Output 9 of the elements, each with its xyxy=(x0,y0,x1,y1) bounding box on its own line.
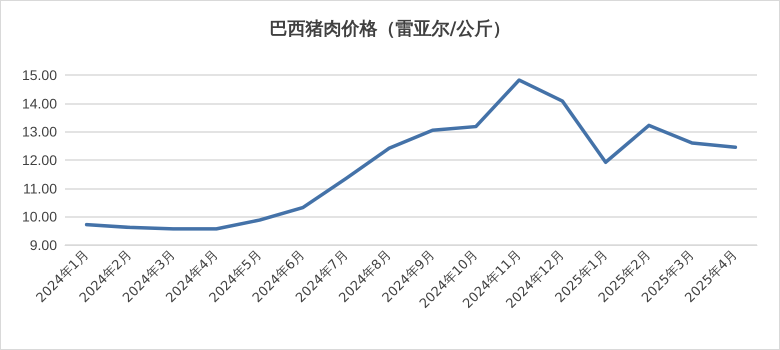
line-series xyxy=(84,78,738,231)
y-tick-label: 11.00 xyxy=(23,180,58,196)
chart-title: 巴西猪肉价格（雷亚尔/公斤） xyxy=(270,18,510,40)
y-tick-label: 14.00 xyxy=(22,95,58,112)
y-tick-label: 10.00 xyxy=(22,208,58,225)
y-tick-label: 12.00 xyxy=(22,152,58,168)
y-tick-label: 15.00 xyxy=(22,67,58,83)
y-tick-label: 9.00 xyxy=(30,237,58,253)
y-tick-label: 13.00 xyxy=(22,124,58,140)
